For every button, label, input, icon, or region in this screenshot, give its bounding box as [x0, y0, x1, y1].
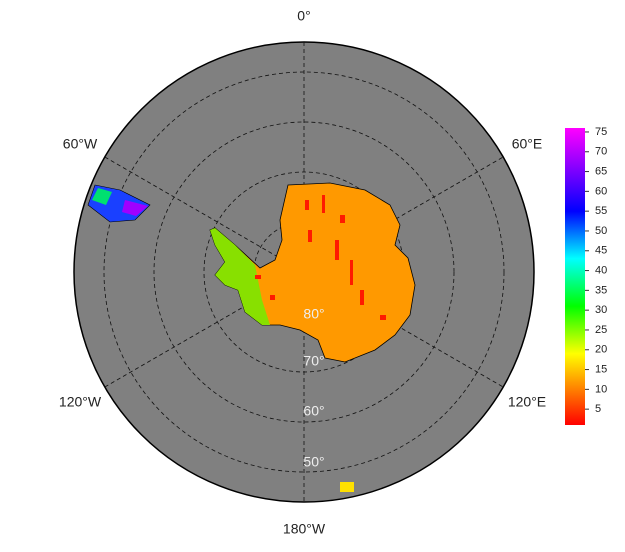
parallel-label: 70°: [303, 353, 324, 369]
colorbar-tick-label: 75: [595, 126, 607, 138]
parallel-labels: 80° 70° 60° 50°: [303, 306, 324, 470]
colorbar-tick-label: 40: [595, 264, 607, 276]
parallel-label: 50°: [303, 454, 324, 470]
colorbar-tick-label: 50: [595, 225, 607, 237]
peninsula: [210, 228, 270, 325]
parallel-label: 60°: [303, 403, 324, 419]
graticule: [87, 42, 505, 502]
meridian-label: 60°E: [512, 136, 543, 152]
meridian-label: 60°W: [63, 136, 98, 152]
meridian-label: 120°E: [508, 394, 546, 410]
colorbar: 5 10 15 20 25 30 35 40 45 50 55 60 65 70 75: [565, 126, 607, 425]
colorbar-tick-label: 70: [595, 146, 607, 158]
colorbar-ramp: [565, 128, 585, 425]
colorbar-tick-label: 35: [595, 284, 607, 296]
colorbar-tick-label: 15: [595, 363, 607, 375]
meridian-label: 0°: [297, 8, 310, 24]
colorbar-tick-label: 25: [595, 324, 607, 336]
meridian-label: 180°W: [283, 521, 326, 537]
colorbar-tick-label: 30: [595, 304, 607, 316]
melt-patches: [255, 195, 386, 320]
island: [340, 482, 354, 492]
meridian-labels: 0° 60°E 120°E 180°W 120°W 60°W: [59, 8, 546, 537]
colorbar-tick-label: 20: [595, 344, 607, 356]
colorbar-tick-label: 5: [595, 403, 601, 415]
colorbar-tick-label: 45: [595, 245, 607, 257]
colorbar-tick-label: 65: [595, 165, 607, 177]
colorbar-tick-label: 55: [595, 205, 607, 217]
colorbar-tick-label: 60: [595, 185, 607, 197]
parallel-label: 80°: [303, 306, 324, 322]
colorbar-tick-label: 10: [595, 383, 607, 395]
meridian-label: 120°W: [59, 394, 102, 410]
